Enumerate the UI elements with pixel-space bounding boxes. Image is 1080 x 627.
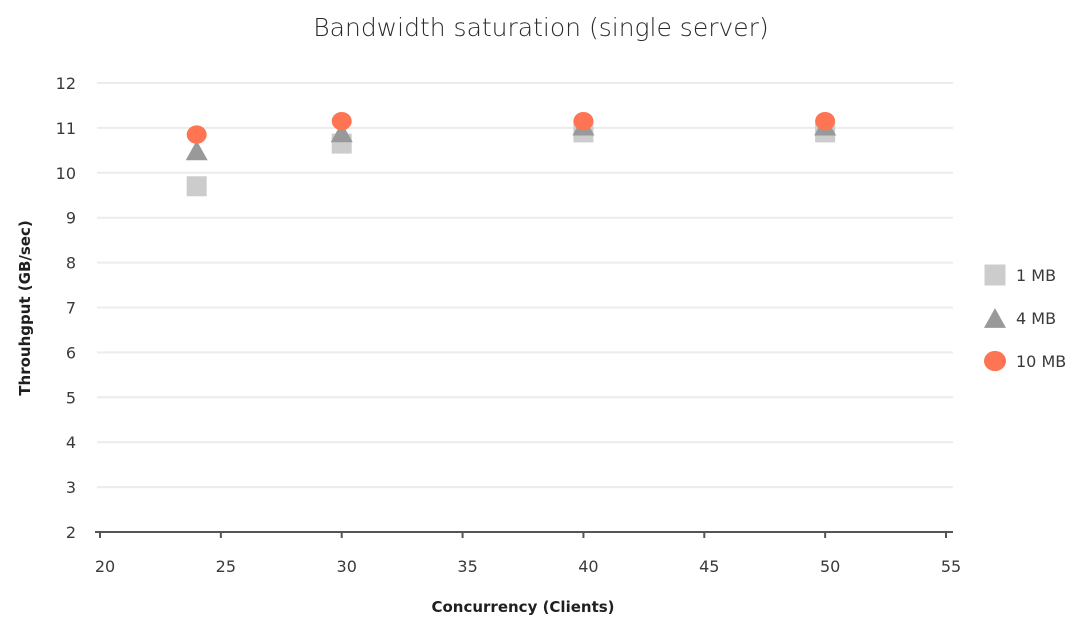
x-tick-label-30: 30 bbox=[337, 557, 357, 576]
x-tick-label-25: 25 bbox=[216, 557, 236, 576]
y-tick-label-10: 10 bbox=[56, 164, 76, 183]
legend-marker-1-mb bbox=[984, 264, 1006, 286]
legend-marker-10-mb bbox=[984, 350, 1006, 372]
y-tick-label-9: 9 bbox=[66, 209, 76, 228]
y-tick-label-12: 12 bbox=[56, 74, 76, 93]
legend-marker-4-mb bbox=[984, 308, 1006, 328]
chart-title: Bandwidth saturation (single server) bbox=[313, 13, 768, 42]
x-axis-title: Concurrency (Clients) bbox=[431, 598, 614, 616]
point-10-mb-1 bbox=[331, 111, 352, 131]
x-tick-label-35: 35 bbox=[457, 557, 477, 576]
point-1-mb-0 bbox=[186, 176, 207, 197]
y-tick-label-11: 11 bbox=[56, 119, 76, 138]
x-tick-label-20: 20 bbox=[95, 557, 115, 576]
y-tick-label-7: 7 bbox=[66, 299, 76, 318]
point-10-mb-3 bbox=[815, 111, 836, 131]
legend-label-10-mb: 10 MB bbox=[1016, 352, 1066, 371]
y-tick-label-8: 8 bbox=[66, 254, 76, 273]
legend-label-4-mb: 4 MB bbox=[1016, 309, 1056, 328]
y-tick-label-2: 2 bbox=[66, 523, 76, 542]
data-points bbox=[185, 111, 837, 197]
x-tick-label-45: 45 bbox=[699, 557, 719, 576]
x-tick-label-50: 50 bbox=[820, 557, 840, 576]
gridlines bbox=[97, 82, 953, 489]
x-axis: 20 25 30 35 40 45 50 55 bbox=[95, 531, 961, 576]
point-4-mb-0 bbox=[185, 140, 208, 161]
point-4-mb-1 bbox=[330, 122, 353, 143]
point-10-mb-0 bbox=[186, 125, 207, 144]
y-tick-label-3: 3 bbox=[66, 478, 76, 497]
y-axis: 2 3 4 5 6 7 8 9 10 11 12 bbox=[56, 74, 76, 542]
y-tick-label-6: 6 bbox=[66, 343, 76, 362]
y-axis-title: Throuhgput (GB/sec) bbox=[16, 220, 34, 395]
point-10-mb-2 bbox=[573, 111, 594, 131]
legend-label-1-mb: 1 MB bbox=[1016, 266, 1056, 285]
y-tick-label-4: 4 bbox=[66, 433, 76, 452]
legend: 1 MB 4 MB 10 MB bbox=[984, 264, 1066, 372]
x-tick-label-55: 55 bbox=[941, 557, 961, 576]
x-tick-label-40: 40 bbox=[578, 557, 598, 576]
y-tick-label-5: 5 bbox=[66, 388, 76, 407]
